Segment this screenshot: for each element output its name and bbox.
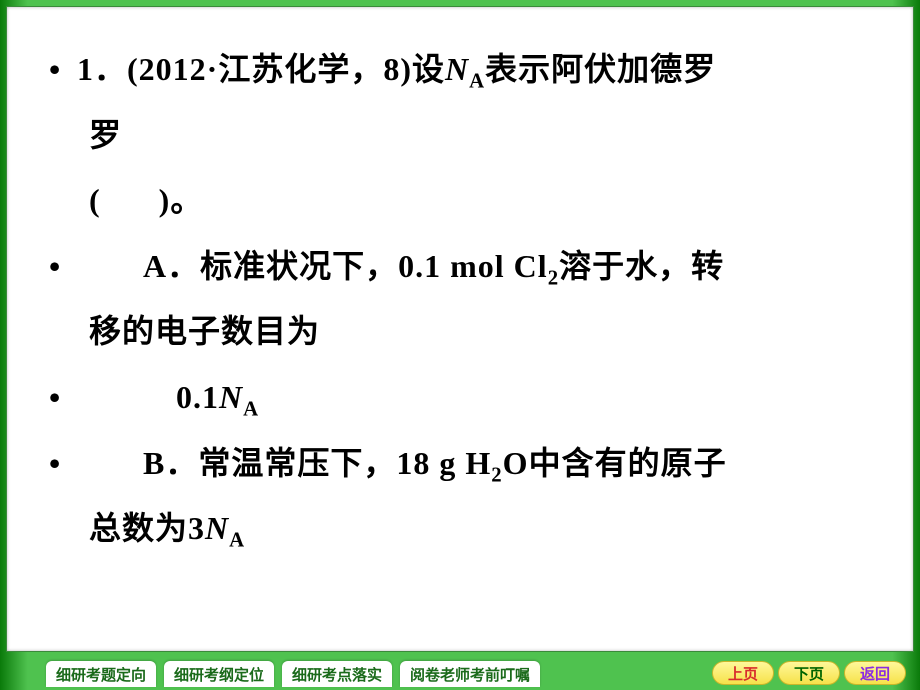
- var-n: N: [205, 510, 229, 546]
- paren-open: (: [89, 182, 101, 218]
- line-5: 移的电子数目为: [49, 299, 871, 365]
- text: A．标准状况下，0.1 mol Cl: [143, 248, 548, 284]
- text: 移的电子数目为: [89, 313, 320, 349]
- line-7: • B．常温常压下，18 g H2O中含有的原子: [49, 431, 871, 497]
- bullet: •: [49, 234, 77, 300]
- sub-2: 2: [548, 266, 559, 289]
- prev-page-button[interactable]: 上页: [712, 661, 774, 685]
- sub-a: A: [469, 69, 485, 92]
- text: B．常温常压下，18 g H: [143, 445, 491, 481]
- tab-keypoints[interactable]: 细研考点落实: [282, 661, 392, 687]
- text: O中含有的原子: [503, 445, 727, 481]
- slide-content-area: •1．(2012·江苏化学，8)设NA表示阿伏加德罗 罗 ()。 • A．标准状…: [6, 6, 914, 652]
- var-n: N: [219, 379, 243, 415]
- text: 总数为3: [89, 510, 205, 546]
- line-3: ( )。: [49, 168, 871, 234]
- question-text: •1．(2012·江苏化学，8)设NA表示阿伏加德罗 罗 ()。 • A．标准状…: [49, 37, 871, 562]
- line-2: 罗: [49, 103, 871, 169]
- text: 0.1: [176, 379, 219, 415]
- line-1: •1．(2012·江苏化学，8)设NA表示阿伏加德罗: [49, 37, 871, 103]
- line-4: • A．标准状况下，0.1 mol Cl2溶于水，转: [49, 234, 871, 300]
- line-8: 总数为3NA: [49, 496, 871, 562]
- paren-close: )。: [159, 182, 204, 218]
- tab-exam-direction[interactable]: 细研考题定向: [46, 661, 156, 687]
- bottom-nav-bar: 细研考题定向 细研考纲定位 细研考点落实 阅卷老师考前叮嘱 上页 下页 返回: [6, 657, 914, 687]
- bullet: •: [49, 37, 77, 103]
- text: 1．(2012·江苏化学，8)设: [77, 51, 445, 87]
- slide-frame: •1．(2012·江苏化学，8)设NA表示阿伏加德罗 罗 ()。 • A．标准状…: [0, 0, 920, 690]
- tab-syllabus-position[interactable]: 细研考纲定位: [164, 661, 274, 687]
- bullet: •: [49, 431, 77, 497]
- sub-2: 2: [491, 463, 502, 486]
- text: 罗: [89, 117, 122, 153]
- tab-teacher-advice[interactable]: 阅卷老师考前叮嘱: [400, 661, 540, 687]
- sub-a: A: [243, 397, 259, 420]
- return-button[interactable]: 返回: [844, 661, 906, 685]
- var-n: N: [445, 51, 469, 87]
- page-nav-group: 上页 下页 返回: [712, 661, 914, 687]
- line-6: • 0.1NA: [49, 365, 871, 431]
- text: 表示阿伏加德罗: [485, 51, 716, 87]
- text: 溶于水，转: [559, 248, 724, 284]
- bullet: •: [49, 365, 77, 431]
- next-page-button[interactable]: 下页: [778, 661, 840, 685]
- sub-a: A: [229, 529, 245, 552]
